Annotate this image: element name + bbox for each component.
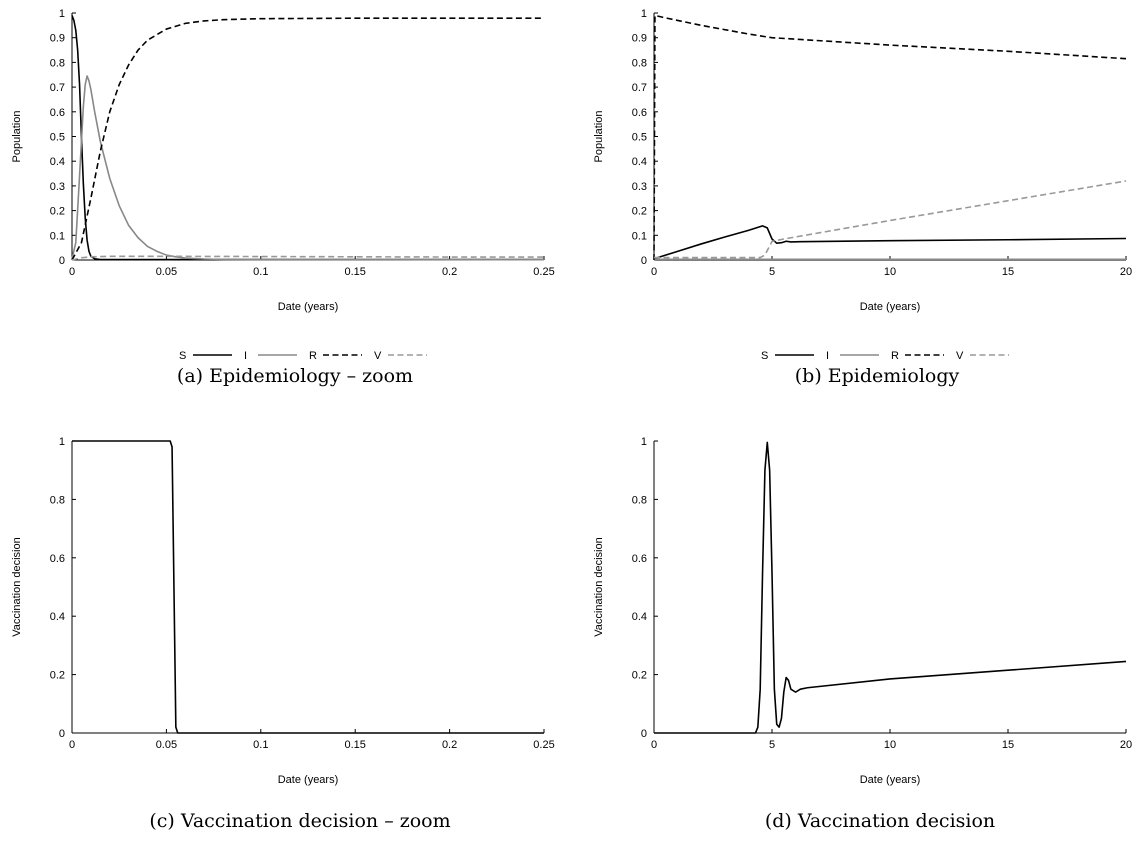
x-tick-label: 0.25 — [533, 266, 554, 278]
y-tick-label: 0 — [59, 728, 65, 740]
x-tick-label: 0.15 — [344, 266, 365, 278]
y-tick-label: 1 — [59, 8, 65, 20]
panel-caption: (b) Epidemiology — [795, 365, 960, 387]
y-tick-label: 0.8 — [632, 494, 647, 506]
y-tick-label: 1 — [641, 8, 647, 20]
series-line-i — [71, 75, 545, 261]
y-tick-label: 0.5 — [50, 132, 65, 144]
series-line-i — [653, 258, 1126, 261]
y-tick-label: 0.1 — [632, 230, 647, 242]
x-tick-label: 0.25 — [533, 739, 554, 751]
y-tick-label: 0.6 — [632, 107, 647, 119]
x-axis-label: Date (years) — [278, 301, 339, 313]
y-tick-label: 0.8 — [50, 57, 65, 69]
y-tick-label: 0.4 — [50, 611, 65, 623]
y-tick-label: 0.2 — [632, 206, 647, 218]
legend-label-i: I — [826, 350, 829, 362]
y-tick-label: 0.2 — [50, 206, 65, 218]
panel-2: 0 0.05 0.1 0.15 0.2 0.25 0 0.2 0.4 0.6 0.8 1 Date (y… — [11, 436, 555, 832]
y-tick-label: 0.3 — [50, 181, 65, 193]
y-tick-label: 0.7 — [50, 82, 65, 94]
x-tick-label: 20 — [1120, 739, 1132, 751]
panel-caption: (a) Epidemiology – zoom — [177, 365, 413, 387]
x-tick-label: 0.05 — [156, 739, 177, 751]
y-tick-label: 0.9 — [632, 33, 647, 45]
legend-label-i: I — [244, 350, 247, 362]
panel-1: 0 5 10 15 20 0 0.1 0.2 0.3 0.4 0.5 0.6 0.7 0.8 0.9 1 Dat… — [593, 8, 1132, 387]
series-line-r — [71, 17, 544, 261]
x-tick-label: 10 — [884, 266, 896, 278]
x-tick-label: 0 — [651, 266, 657, 278]
y-tick-label: 0.2 — [50, 670, 65, 682]
y-tick-label: 0.9 — [50, 33, 65, 45]
y-tick-label: 0.8 — [632, 57, 647, 69]
series-line-s — [653, 225, 1127, 260]
x-axis-label: Date (years) — [278, 774, 339, 786]
y-tick-label: 0.8 — [50, 494, 65, 506]
y-axis-label: Population — [11, 111, 23, 163]
x-tick-label: 10 — [884, 739, 896, 751]
y-tick-label: 0 — [59, 255, 65, 267]
x-tick-label: 0 — [69, 739, 75, 751]
x-tick-label: 0.2 — [442, 739, 457, 751]
y-tick-label: 0.7 — [632, 82, 647, 94]
panel-3: 0 5 10 15 20 0 0.2 0.4 0.6 0.8 1 Date (years) Vaccin… — [593, 436, 1132, 832]
y-tick-label: 1 — [641, 436, 647, 448]
series-line-v — [654, 180, 1127, 259]
y-tick-label: 0.2 — [632, 670, 647, 682]
x-tick-label: 0 — [651, 739, 657, 751]
legend-label-v: V — [374, 350, 382, 362]
y-tick-label: 1 — [59, 436, 65, 448]
y-tick-label: 0.4 — [50, 156, 65, 168]
series-line-r — [653, 14, 1127, 261]
x-tick-label: 0.1 — [253, 266, 268, 278]
series-line-v — [71, 255, 544, 261]
y-tick-label: 0 — [641, 255, 647, 267]
x-axis-label: Date (years) — [860, 301, 921, 313]
y-tick-label: 0 — [641, 728, 647, 740]
x-tick-label: 0 — [69, 266, 75, 278]
y-tick-label: 0.4 — [632, 156, 647, 168]
y-tick-label: 0.4 — [632, 611, 647, 623]
x-tick-label: 5 — [769, 739, 775, 751]
x-tick-label: 0.05 — [156, 266, 177, 278]
y-tick-label: 0.6 — [632, 553, 647, 565]
legend-label-v: V — [956, 350, 964, 362]
y-tick-label: 0.3 — [632, 181, 647, 193]
y-axis-label: Vaccination decision — [593, 537, 605, 636]
legend-label-s: S — [179, 350, 186, 362]
x-tick-label: 0.2 — [442, 266, 457, 278]
y-axis-label: Population — [593, 111, 605, 163]
x-axis-label: Date (years) — [860, 774, 921, 786]
panel-caption: (c) Vaccination decision – zoom — [149, 810, 450, 832]
legend-label-r: R — [891, 350, 899, 362]
y-tick-label: 0.5 — [632, 132, 647, 144]
series-line-0 — [72, 440, 544, 734]
series-line-s — [71, 15, 544, 261]
x-tick-label: 5 — [769, 266, 775, 278]
panel-0: 0 0.05 0.1 0.15 0.2 0.25 0 0.1 0.2 0.3 0.4 0.5 0.6 0.… — [11, 8, 555, 387]
series-line-0 — [654, 441, 1127, 734]
x-tick-label: 15 — [1002, 739, 1014, 751]
x-tick-label: 20 — [1120, 266, 1132, 278]
x-tick-label: 0.15 — [344, 739, 365, 751]
panel-caption: (d) Vaccination decision — [765, 810, 995, 832]
legend-label-r: R — [309, 350, 317, 362]
legend-label-s: S — [761, 350, 768, 362]
y-tick-label: 0.6 — [50, 107, 65, 119]
y-tick-label: 0.1 — [50, 230, 65, 242]
x-tick-label: 0.1 — [253, 739, 268, 751]
y-tick-label: 0.6 — [50, 553, 65, 565]
x-tick-label: 15 — [1002, 266, 1014, 278]
y-axis-label: Vaccination decision — [11, 537, 23, 636]
